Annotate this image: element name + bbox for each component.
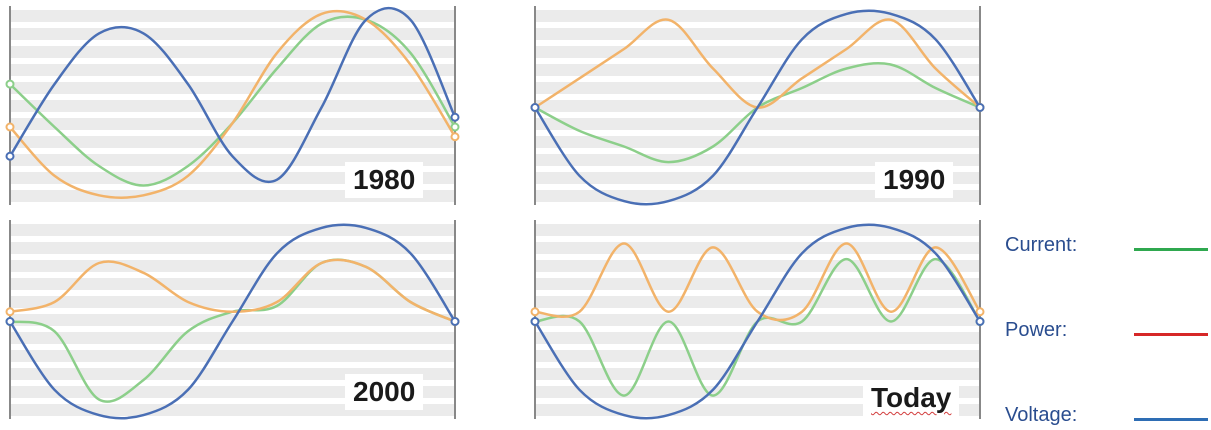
grid-stripe <box>535 46 980 58</box>
grid-stripe <box>10 350 455 362</box>
grid-stripe <box>10 154 455 166</box>
grid-stripe <box>10 82 455 94</box>
grid-stripe <box>10 368 455 380</box>
grid-stripe <box>10 386 455 398</box>
series-point-voltage-start <box>530 317 540 326</box>
grid-stripe <box>535 190 980 202</box>
grid-stripe <box>535 332 980 344</box>
grid-stripe <box>535 260 980 272</box>
series-point-power-start <box>530 307 540 317</box>
chart-panel-1990: 1990 <box>525 0 995 210</box>
legend-item-voltage: Voltage: <box>1000 400 1211 430</box>
chart-title-1990: 1990 <box>875 162 954 198</box>
series-point-voltage-start <box>530 103 540 112</box>
grid-stripe <box>535 64 980 76</box>
legend: Current: Power: Voltage: <box>1000 220 1211 428</box>
legend-label-power: Power: <box>1005 319 1068 341</box>
grid-stripe <box>10 100 455 112</box>
series-point-power-end <box>450 132 460 142</box>
grid-stripe <box>535 242 980 254</box>
legend-label-current: Current: <box>1005 234 1078 256</box>
series-line-voltage <box>8 223 457 420</box>
legend-label-voltage: Voltage: <box>1005 404 1078 426</box>
series-point-voltage-end <box>450 317 460 326</box>
chart-title-2000: 2000 <box>345 374 424 410</box>
grid-stripe <box>535 136 980 148</box>
grid-stripe <box>10 10 455 22</box>
series-line-voltage <box>533 9 982 206</box>
series-line-power <box>534 242 982 322</box>
chart-svg-2000 <box>5 220 460 420</box>
legend-swatch-current <box>1134 248 1208 251</box>
legend-item-current: Current: <box>1000 230 1211 260</box>
grid-stripe <box>10 190 455 202</box>
series-point-voltage-start <box>5 151 15 161</box>
series-point-voltage-end <box>975 317 985 326</box>
chart-panel-1980: 1980 <box>0 0 470 210</box>
grid-stripe <box>535 118 980 130</box>
grid-stripe <box>10 296 455 308</box>
grid-stripe <box>535 296 980 308</box>
series-line-power <box>9 9 457 199</box>
grid-stripe <box>10 136 455 148</box>
series-line-power <box>9 258 456 323</box>
grid-stripe <box>535 368 980 380</box>
legend-swatch-voltage <box>1134 418 1208 421</box>
grid-stripe <box>10 260 455 272</box>
grid-stripe <box>10 278 455 290</box>
chart-svg-1990 <box>530 6 985 206</box>
grid-stripe <box>10 172 455 184</box>
grid-stripe <box>535 224 980 236</box>
series-point-power-start <box>5 122 15 132</box>
grid-stripe <box>10 404 455 416</box>
grid-stripe <box>10 28 455 40</box>
grid-stripe <box>535 82 980 94</box>
series-point-power-start <box>5 307 15 317</box>
series-line-voltage <box>533 223 982 420</box>
chart-panel-today: Today <box>525 214 995 424</box>
series-point-voltage-end <box>450 112 460 122</box>
chart-svg-1980 <box>5 6 460 205</box>
grid-stripe <box>535 278 980 290</box>
series-point-current-end <box>450 122 460 132</box>
legend-item-power: Power: <box>1000 315 1211 345</box>
grid-stripe <box>10 224 455 236</box>
series-point-power-end <box>975 307 985 317</box>
chart-title-1980: 1980 <box>345 162 424 198</box>
grid-stripe <box>10 242 455 254</box>
legend-swatch-power <box>1134 333 1208 336</box>
series-point-voltage-end <box>975 103 985 112</box>
series-point-current-start <box>5 79 15 89</box>
grid-stripe <box>535 10 980 22</box>
chart-panel-2000: 2000 <box>0 214 470 424</box>
chart-title-today: Today <box>863 380 960 416</box>
series-point-voltage-start <box>5 317 15 326</box>
grid-stripe <box>10 332 455 344</box>
grid-stripe <box>10 64 455 76</box>
grid-stripe <box>10 46 455 58</box>
grid-stripe <box>535 172 980 184</box>
series-line-voltage <box>8 6 457 183</box>
